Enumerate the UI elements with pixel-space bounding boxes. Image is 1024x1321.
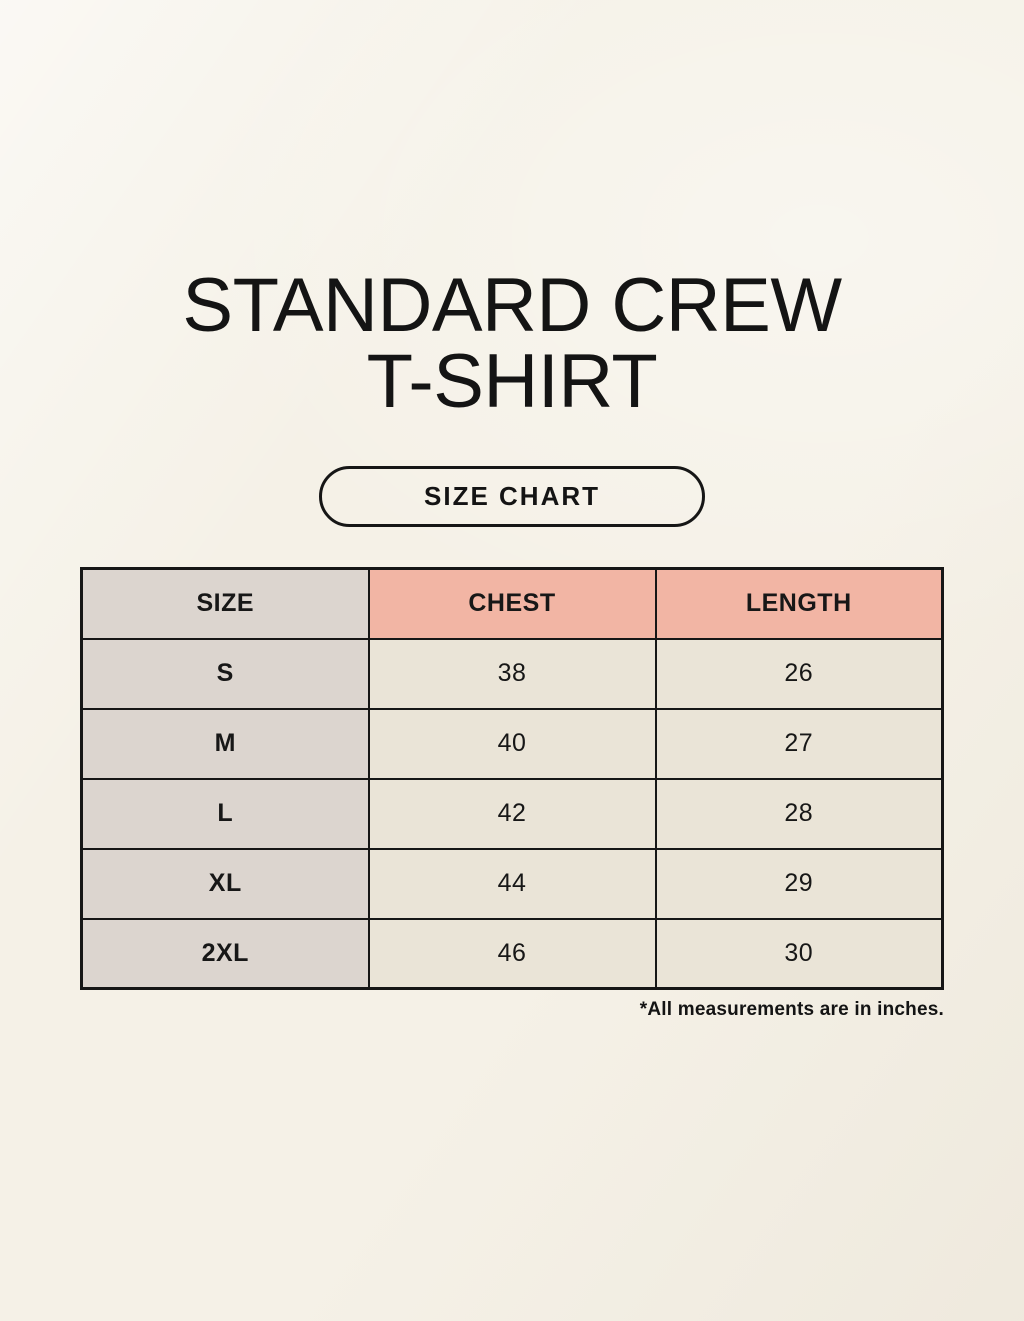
size-cell: L — [80, 777, 370, 850]
length-cell: 26 — [654, 637, 944, 710]
size-cell: 2XL — [80, 917, 370, 990]
table-row: M 40 27 — [80, 707, 944, 780]
size-chart-badge[interactable]: SIZE CHART — [319, 466, 705, 527]
page-title-line-2: T-SHIRT — [366, 339, 658, 424]
size-chart-table-container: SIZE CHEST LENGTH S 38 26 M 40 27 L — [80, 567, 944, 990]
table-row: S 38 26 — [80, 637, 944, 710]
length-cell: 28 — [654, 777, 944, 850]
column-header-chest: CHEST — [367, 567, 657, 640]
chest-cell: 42 — [367, 777, 657, 850]
length-cell: 29 — [654, 847, 944, 920]
page-title-line-1: STANDARD CREW — [182, 263, 842, 348]
chest-cell: 38 — [367, 637, 657, 710]
table-row: 2XL 46 30 — [80, 917, 944, 990]
page-title: STANDARD CREW T-SHIRT — [0, 0, 1024, 420]
size-cell: S — [80, 637, 370, 710]
size-chart-table: SIZE CHEST LENGTH S 38 26 M 40 27 L — [80, 567, 944, 990]
column-header-size: SIZE — [80, 567, 370, 640]
size-cell: M — [80, 707, 370, 780]
column-header-length: LENGTH — [654, 567, 944, 640]
chest-cell: 40 — [367, 707, 657, 780]
table-header-row: SIZE CHEST LENGTH — [80, 567, 944, 640]
length-cell: 30 — [654, 917, 944, 990]
size-cell: XL — [80, 847, 370, 920]
length-cell: 27 — [654, 707, 944, 780]
table-row: L 42 28 — [80, 777, 944, 850]
table-row: XL 44 29 — [80, 847, 944, 920]
measurements-footnote: *All measurements are in inches. — [639, 999, 944, 1020]
chest-cell: 46 — [367, 917, 657, 990]
chest-cell: 44 — [367, 847, 657, 920]
